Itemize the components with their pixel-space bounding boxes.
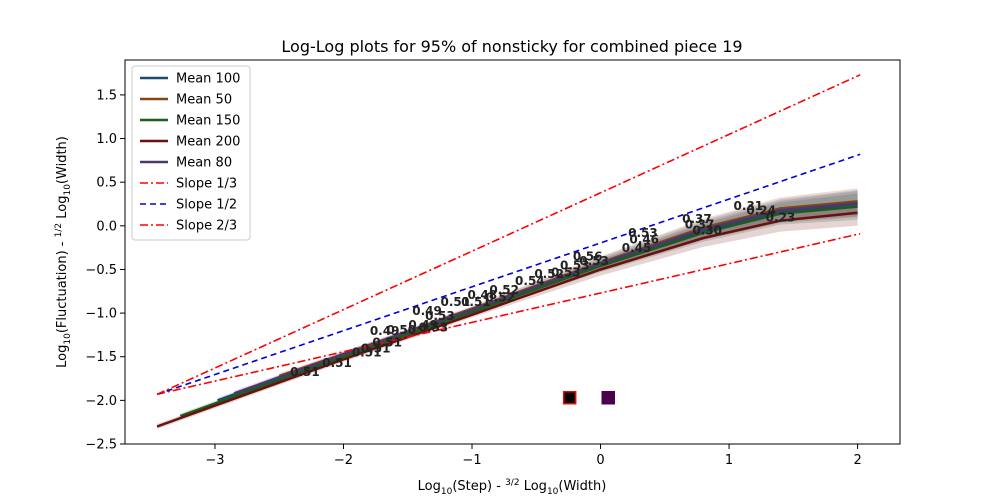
slope-annotation: 0.51 — [372, 335, 402, 349]
series-line — [179, 205, 858, 418]
slope-annotation: 0.49 — [370, 324, 400, 338]
slope-annotation: 0.53 — [628, 226, 658, 240]
slope-annotation: 0.53 — [419, 320, 449, 334]
slope-annotation: 0.51 — [352, 346, 382, 360]
chart-title: Log-Log plots for 95% of nonsticky for c… — [281, 37, 742, 56]
slope-annotation: 0.51 — [290, 365, 320, 379]
y-tick-label: 1.0 — [96, 132, 117, 147]
series-band — [180, 193, 858, 419]
slope-annotation: 0.50 — [387, 323, 417, 337]
slope-annotation: 0.37 — [685, 217, 715, 231]
x-tick-label: 1 — [725, 453, 733, 468]
slope-annotation: 0.30 — [692, 224, 722, 238]
legend: Mean 100 Mean 50 Mean 150 Mean 200 Mean 80 Sl… — [131, 65, 251, 241]
x-tick-label: 2 — [853, 453, 861, 468]
y-tick-label: −1.0 — [85, 307, 117, 322]
slope-annotation: 0.54 — [515, 274, 545, 288]
plot-area: 0.510.510.510.510.510.490.500.490.530.49… — [124, 59, 901, 445]
series-line — [233, 201, 858, 395]
slope-annotation: 0.31 — [734, 199, 764, 213]
y-tick-label: 0.0 — [96, 219, 117, 234]
x-tick-label: −1 — [462, 453, 481, 468]
y-axis-label: Log10(Fluctuation) - 1/2 Log10(Width) — [54, 136, 73, 368]
slope-annotation: 0.23 — [766, 210, 796, 224]
slope-annotation: 0.51 — [322, 356, 352, 370]
y-tick-label: 1.5 — [96, 88, 117, 103]
y-tick-label: 0.5 — [96, 176, 117, 191]
x-tick-label: −2 — [334, 453, 353, 468]
slope-annotation: 0.51 — [461, 295, 491, 309]
slope-annotation: 0.49 — [412, 304, 442, 318]
slope-annotation: 0.53 — [551, 265, 581, 279]
series-spread-bands — [157, 188, 858, 430]
legend-label: Mean 150 — [176, 114, 240, 129]
slope-annotation: 0.56 — [573, 250, 603, 264]
series-line — [156, 211, 858, 428]
slope-annotation: 0.37 — [682, 212, 712, 226]
y-tick-label: −2.5 — [85, 438, 117, 453]
square-marker — [562, 390, 577, 405]
x-tick-label: 0 — [596, 453, 604, 468]
x-axis-label: Log10(Step) - 3/2 Log10(Width) — [418, 478, 607, 497]
legend-label: Slope 1/3 — [176, 177, 237, 192]
series-line — [156, 74, 861, 396]
x-axis-ticks: −3 −2 −1 0 1 2 — [205, 444, 862, 468]
slope-annotation: 0.51 — [441, 295, 471, 309]
point-markers — [562, 390, 616, 405]
slope-annotation: 0.53 — [560, 258, 590, 272]
slope-annotation: 0.52 — [534, 267, 564, 281]
legend-label: Mean 50 — [176, 93, 232, 108]
slope-annotation: 0.53 — [425, 309, 455, 323]
series-lines — [156, 74, 861, 428]
y-tick-label: −0.5 — [85, 263, 117, 278]
series-band — [157, 199, 858, 430]
y-axis-ticks: −2.5 −2.0 −1.5 −1.0 −0.5 0.0 0.5 1.0 1.5 — [85, 88, 125, 453]
slope-annotation: 0.52 — [485, 291, 515, 305]
legend-label: Mean 100 — [176, 72, 240, 87]
legend-label: Mean 200 — [176, 135, 240, 150]
slope-annotation: 0.24 — [746, 203, 776, 217]
legend-label: Slope 1/2 — [176, 198, 237, 213]
series-line — [156, 232, 861, 396]
series-line — [156, 153, 861, 396]
slope-annotation: 0.49 — [408, 318, 438, 332]
slope-annotation: 0.53 — [579, 254, 609, 268]
slope-annotation: 0.48 — [467, 288, 497, 302]
slope-annotation: 0.51 — [361, 341, 391, 355]
x-tick-label: −3 — [205, 453, 224, 468]
legend-label: Mean 80 — [176, 156, 232, 171]
y-tick-label: −2.0 — [85, 394, 117, 409]
slope-annotation: 0.52 — [489, 283, 519, 297]
y-tick-label: −1.5 — [85, 350, 117, 365]
slope-annotation: 0.45 — [622, 241, 652, 255]
legend-box — [131, 65, 251, 241]
square-marker — [601, 390, 616, 405]
slope-annotation: 0.46 — [629, 232, 659, 246]
slope-annotations: 0.510.510.510.510.510.490.500.490.530.49… — [290, 199, 795, 379]
legend-label: Slope 2/3 — [176, 219, 237, 234]
plot-frame — [124, 59, 901, 445]
